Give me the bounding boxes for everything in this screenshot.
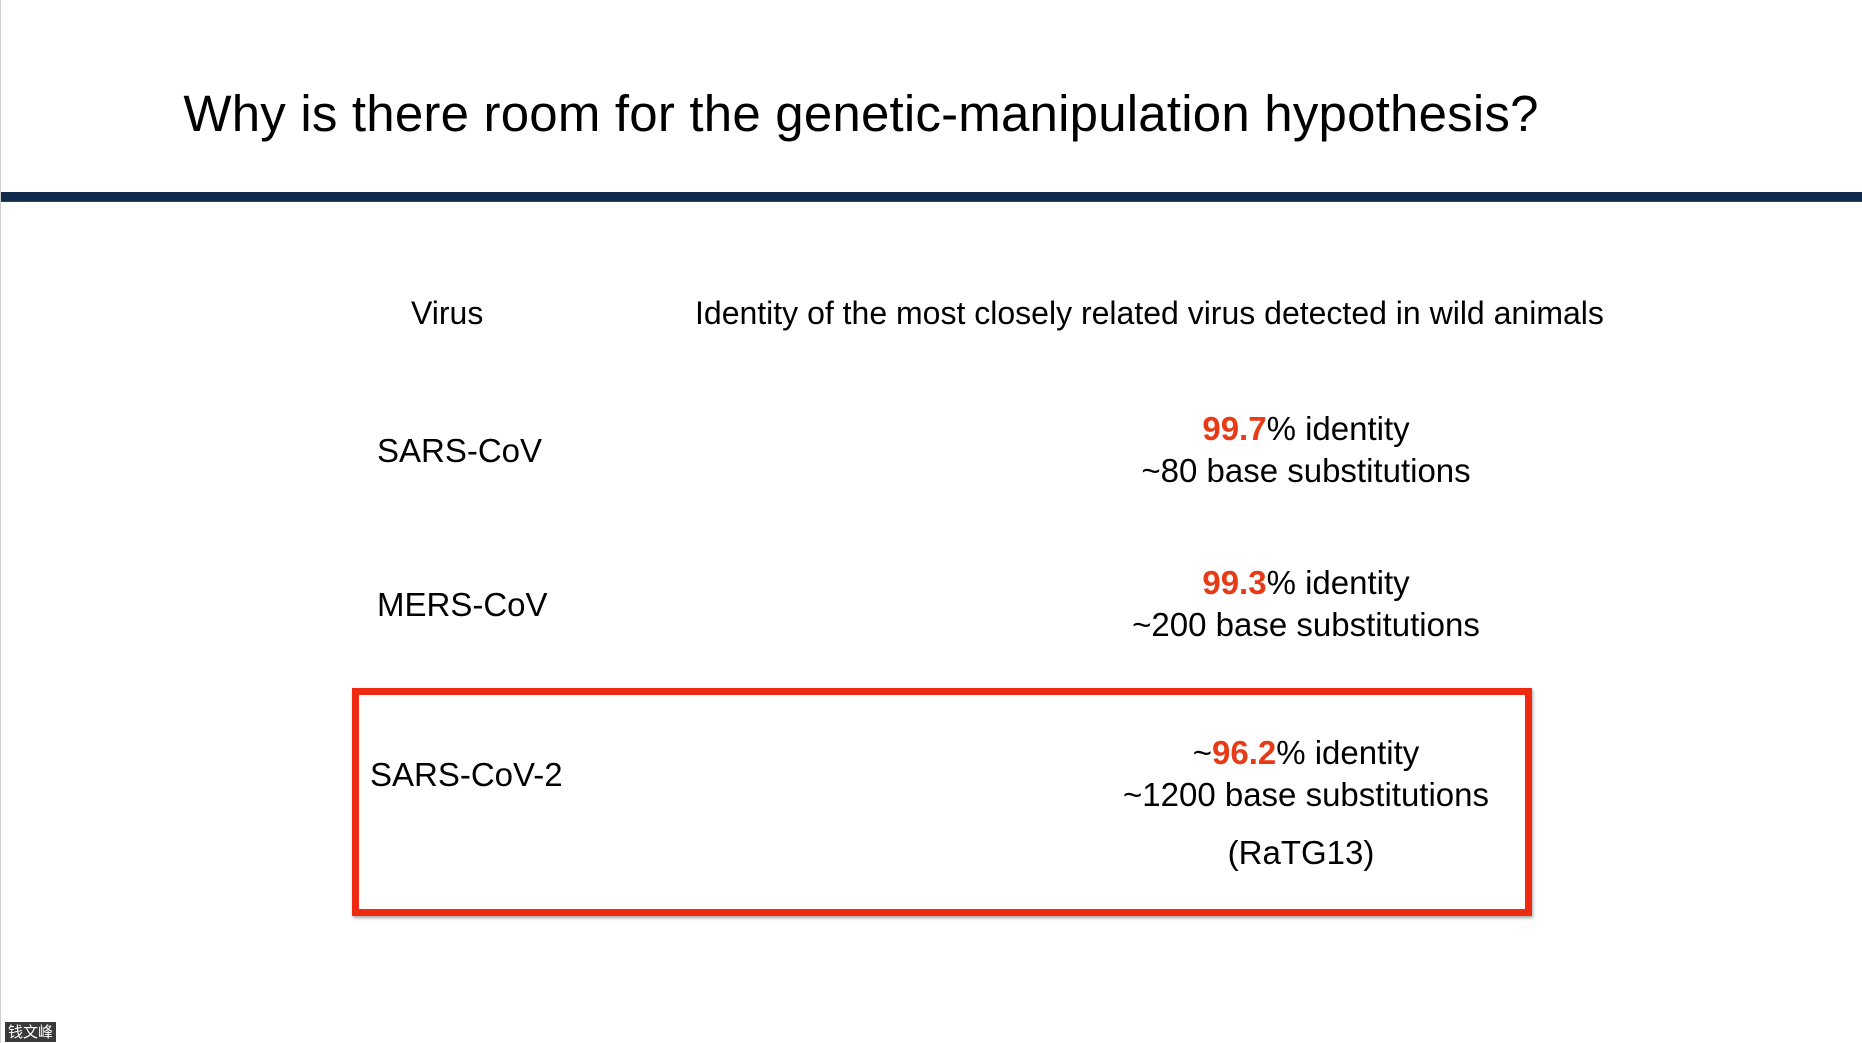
identity-line: ~96.2% identity [1192, 734, 1420, 771]
row-mers-cov-identity: 99.3% identity ~200 base substitutions [1001, 562, 1611, 646]
row-sars-cov-name: SARS-CoV [377, 432, 543, 469]
substitutions-line: ~80 base substitutions [1141, 452, 1471, 489]
row-sars-cov-2-name: SARS-CoV-2 [370, 756, 563, 793]
substitutions-line: ~1200 base substitutions [1122, 776, 1489, 813]
highlight-box [352, 688, 1532, 916]
row-sars-cov-2-identity: ~96.2% identity ~1200 base substitutions… [1001, 732, 1611, 874]
column-header-identity: Identity of the most closely related vir… [695, 295, 1604, 331]
column-header-virus: Virus [411, 295, 484, 331]
identity-line: 99.3% identity [1202, 564, 1410, 601]
row-sars-cov-identity: 99.7% identity ~80 base substitutions [1001, 408, 1611, 492]
substitutions-line: ~200 base substitutions [1132, 606, 1480, 643]
identity-percent: 99.7 [1202, 410, 1267, 447]
row-mers-cov-name: MERS-CoV [377, 586, 548, 623]
identity-line: 99.7% identity [1202, 410, 1410, 447]
speaker-name-tag: 钱文峰 [5, 1022, 57, 1042]
identity-percent: 99.3 [1202, 564, 1267, 601]
identity-percent: 96.2 [1211, 734, 1277, 771]
title-divider [1, 192, 1862, 201]
reference-virus-note: (RaTG13) [1227, 834, 1375, 871]
slide-title: Why is there room for the genetic-manipu… [183, 85, 1539, 142]
